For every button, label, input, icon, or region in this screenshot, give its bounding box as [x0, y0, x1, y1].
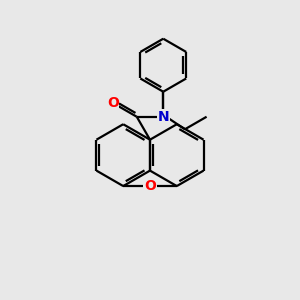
Text: O: O — [144, 179, 156, 193]
Text: O: O — [107, 96, 119, 110]
Text: N: N — [158, 110, 169, 124]
